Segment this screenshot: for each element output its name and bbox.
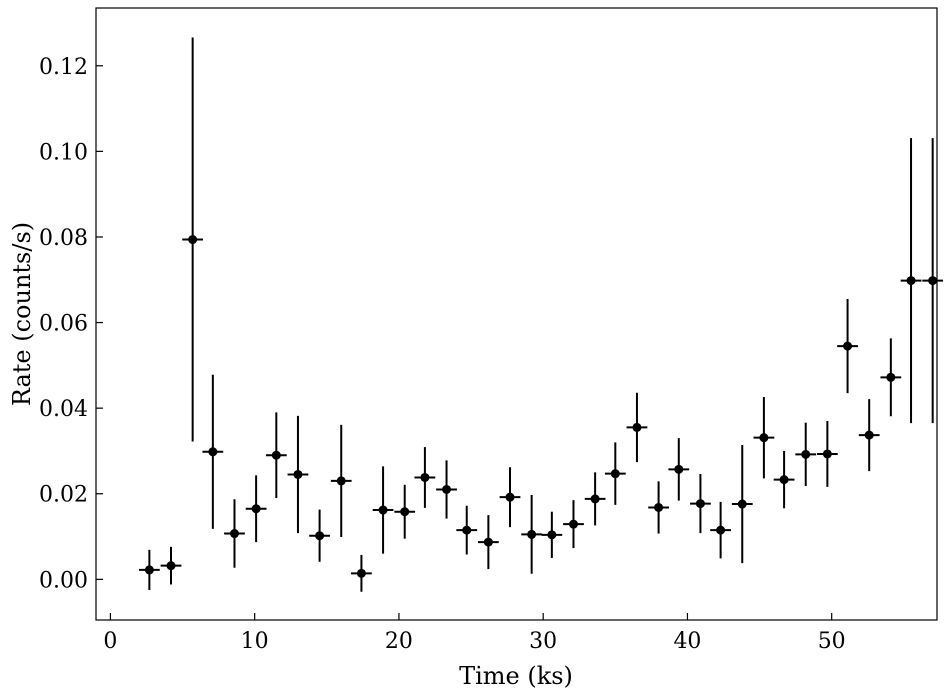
data-point bbox=[668, 438, 690, 501]
data-point bbox=[477, 515, 499, 570]
point-marker bbox=[527, 529, 537, 539]
point-marker bbox=[759, 433, 769, 443]
data-point bbox=[330, 424, 352, 537]
data-point bbox=[436, 460, 457, 519]
y-tick-label: 0.10 bbox=[39, 140, 88, 165]
point-marker bbox=[144, 565, 154, 575]
point-marker bbox=[420, 472, 430, 482]
data-point bbox=[837, 299, 858, 394]
data-point bbox=[816, 420, 838, 487]
point-marker bbox=[695, 499, 705, 509]
data-point bbox=[160, 546, 182, 585]
y-axis-ticks: 0.00 0.02 0.04 0.06 0.08 0.10 0.12 bbox=[39, 55, 103, 593]
data-point bbox=[138, 549, 160, 591]
data-point bbox=[795, 422, 817, 487]
data-point bbox=[499, 467, 521, 528]
x-tick-label: 0 bbox=[103, 629, 117, 654]
data-point bbox=[265, 412, 287, 499]
y-tick-label: 0.06 bbox=[39, 312, 88, 337]
data-point bbox=[245, 475, 267, 543]
y-tick-label: 0.00 bbox=[39, 568, 88, 593]
point-marker bbox=[483, 537, 493, 547]
point-marker bbox=[208, 447, 218, 457]
point-marker bbox=[505, 492, 515, 502]
data-point bbox=[351, 554, 372, 592]
x-axis-ticks: 0 10 20 30 40 50 bbox=[103, 613, 846, 654]
data-point bbox=[394, 484, 416, 539]
point-marker bbox=[271, 450, 281, 460]
point-marker bbox=[356, 568, 366, 578]
point-marker bbox=[400, 507, 410, 517]
y-tick-label: 0.02 bbox=[39, 483, 88, 508]
point-marker bbox=[315, 531, 325, 541]
data-point bbox=[880, 338, 902, 417]
data-point bbox=[414, 447, 436, 508]
point-marker bbox=[737, 499, 747, 509]
point-marker bbox=[378, 505, 388, 515]
point-marker bbox=[590, 494, 600, 504]
data-point bbox=[900, 138, 922, 424]
y-tick-label: 0.08 bbox=[39, 226, 88, 251]
data-point bbox=[287, 415, 309, 534]
point-marker bbox=[336, 476, 346, 486]
point-marker bbox=[293, 469, 303, 479]
point-marker bbox=[801, 449, 811, 459]
data-point bbox=[456, 505, 478, 555]
data-point bbox=[690, 474, 711, 534]
x-axis-label: Time (ks) bbox=[459, 662, 573, 690]
point-marker bbox=[843, 341, 853, 351]
point-marker bbox=[928, 276, 938, 286]
data-point bbox=[753, 397, 775, 479]
point-marker bbox=[674, 464, 684, 474]
point-marker bbox=[864, 430, 874, 440]
x-tick-label: 10 bbox=[241, 629, 269, 654]
plot-frame bbox=[95, 7, 938, 621]
data-point bbox=[922, 138, 944, 424]
data-point bbox=[773, 450, 795, 509]
x-tick-label: 20 bbox=[385, 629, 413, 654]
point-marker bbox=[632, 422, 642, 432]
data-series bbox=[138, 37, 944, 592]
point-marker bbox=[547, 530, 557, 540]
point-marker bbox=[779, 475, 789, 485]
point-marker bbox=[886, 372, 896, 382]
x-tick-label: 30 bbox=[529, 629, 557, 654]
point-marker bbox=[906, 276, 916, 286]
point-marker bbox=[610, 469, 620, 479]
data-point bbox=[563, 500, 584, 549]
data-point bbox=[858, 399, 880, 472]
x-tick-label: 40 bbox=[673, 629, 701, 654]
data-point bbox=[626, 392, 648, 463]
data-point bbox=[309, 509, 330, 562]
point-marker bbox=[251, 504, 261, 514]
y-tick-label: 0.04 bbox=[39, 397, 88, 422]
data-point bbox=[521, 495, 543, 574]
data-point bbox=[604, 442, 626, 505]
point-marker bbox=[442, 484, 452, 494]
data-point bbox=[224, 499, 245, 568]
point-marker bbox=[462, 525, 472, 535]
point-marker bbox=[229, 529, 239, 539]
data-point bbox=[731, 444, 753, 564]
point-marker bbox=[568, 519, 578, 529]
data-point bbox=[541, 511, 563, 558]
y-axis-label: Rate (counts/s) bbox=[8, 222, 36, 406]
data-point bbox=[710, 501, 732, 559]
data-point bbox=[202, 374, 224, 529]
data-point bbox=[372, 466, 394, 554]
point-marker bbox=[654, 502, 664, 512]
point-marker bbox=[822, 449, 832, 459]
data-point bbox=[584, 472, 606, 526]
y-tick-label: 0.12 bbox=[39, 55, 88, 80]
point-marker bbox=[716, 525, 726, 535]
data-point bbox=[182, 37, 204, 442]
point-marker bbox=[166, 561, 176, 571]
data-point bbox=[648, 481, 669, 534]
x-tick-label: 50 bbox=[818, 629, 846, 654]
point-marker bbox=[188, 235, 198, 245]
